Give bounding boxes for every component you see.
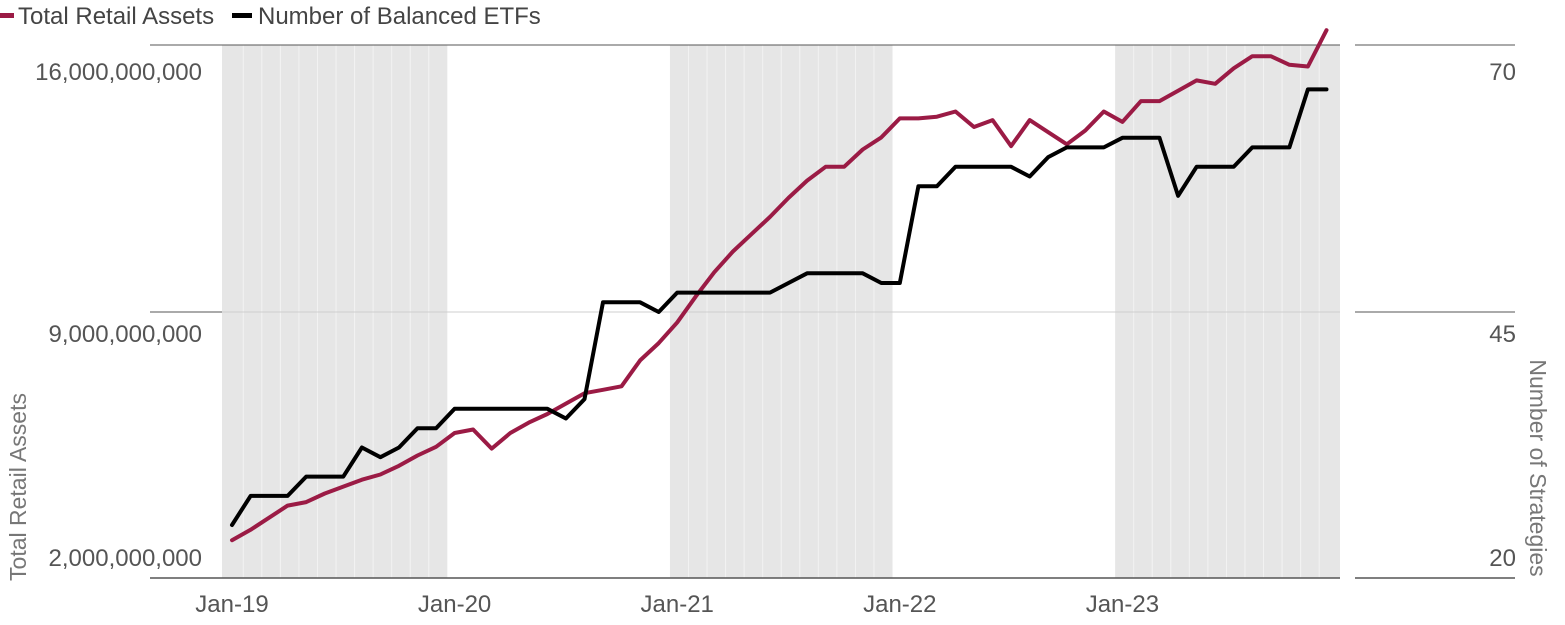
legend: Total Retail Assets Number of Balanced ET… — [0, 3, 541, 30]
x-tick-label: Jan-22 — [863, 591, 936, 618]
x-tick-label: Jan-21 — [641, 591, 714, 618]
left-axis-title: Total Retail Assets — [5, 393, 31, 581]
right-tick-label: 70 — [1489, 59, 1516, 86]
series-line-number-of-balanced-etfs — [230, 87, 1329, 527]
plot-frame — [150, 44, 1515, 579]
right-tick-label: 20 — [1489, 545, 1516, 572]
right-axis-title: Number of Strategies — [1525, 359, 1551, 576]
right-tick-label: 45 — [1489, 321, 1516, 348]
legend-label: Number of Balanced ETFs — [258, 3, 541, 30]
series-line-total-retail-assets — [230, 28, 1329, 543]
legend-swatch — [232, 13, 252, 18]
left-tick-label: 16,000,000,000 — [35, 59, 202, 86]
tick-labels: 2,000,000,000 9,000,000,000 16,000,000,000… — [35, 59, 1516, 618]
x-tick-label: Jan-20 — [418, 591, 491, 618]
left-tick-label: 9,000,000,000 — [49, 321, 202, 348]
left-tick-label: 2,000,000,000 — [49, 545, 202, 572]
x-tick-label: Jan-19 — [195, 591, 268, 618]
legend-label: Total Retail Assets — [18, 3, 214, 30]
x-tick-label: Jan-23 — [1086, 591, 1159, 618]
series-layer — [230, 28, 1329, 543]
legend-swatch — [0, 13, 14, 18]
